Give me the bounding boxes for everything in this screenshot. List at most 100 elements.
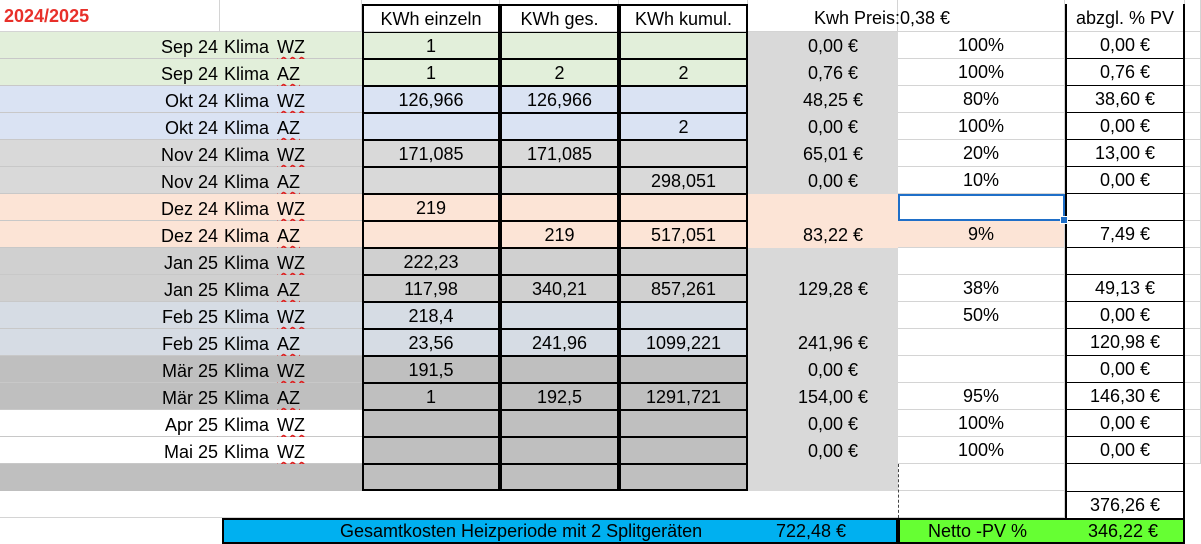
grid-cell[interactable]: [1185, 167, 1201, 194]
cell-abzgl-pv[interactable]: 0,00 €: [1065, 113, 1185, 140]
cell-kwh-ges[interactable]: [500, 302, 619, 329]
cell-kwh-einzeln[interactable]: 126,966: [362, 86, 500, 113]
grid-cell[interactable]: [1185, 356, 1201, 383]
cell-kwh-einzeln[interactable]: [362, 167, 500, 194]
cell-kwh-einzeln[interactable]: 219: [362, 194, 500, 221]
cell-kwh-einzeln[interactable]: [362, 410, 500, 437]
cell-kwh-ges[interactable]: 126,966: [500, 86, 619, 113]
cell-pv-percent[interactable]: 38%: [898, 275, 1065, 302]
cell-abzgl-pv[interactable]: [1065, 248, 1185, 275]
cell-pv-percent[interactable]: 95%: [898, 383, 1065, 410]
cell-pv-percent[interactable]: 100%: [898, 410, 1065, 437]
row-label[interactable]: [0, 464, 362, 491]
cell-kwh-kumul[interactable]: [619, 86, 748, 113]
cell-kwh-kumul[interactable]: [619, 140, 748, 167]
header-kwh-ges[interactable]: KWh ges.: [500, 4, 619, 32]
cell-kosten[interactable]: 0,00 €: [748, 356, 898, 383]
row-label[interactable]: Mai 25 Klima WZ: [0, 437, 362, 464]
header-kwh-einzeln[interactable]: KWh einzeln: [362, 4, 500, 32]
row-label[interactable]: Nov 24 Klima AZ: [0, 167, 362, 194]
grid-cell[interactable]: [748, 464, 898, 491]
cell-kosten[interactable]: 0,00 €: [748, 167, 898, 194]
header-kwh-preis-value[interactable]: 0,38 €: [900, 8, 951, 28]
grid-cell[interactable]: [1185, 113, 1201, 140]
cell-abzgl-pv[interactable]: 38,60 €: [1065, 86, 1185, 113]
cell-kwh-ges[interactable]: 219: [500, 221, 619, 248]
cell-abzgl-pv[interactable]: 120,98 €: [1065, 329, 1185, 356]
row-label[interactable]: Okt 24 Klima AZ: [0, 113, 362, 140]
cell-kosten[interactable]: 0,00 €: [748, 113, 898, 140]
cell-kwh-kumul[interactable]: [619, 302, 748, 329]
grid-cell[interactable]: [1185, 32, 1201, 59]
row-label[interactable]: Okt 24 Klima WZ: [0, 86, 362, 113]
grid-cell[interactable]: [362, 464, 500, 491]
cell-kwh-kumul[interactable]: 1291,721: [619, 383, 748, 410]
cell-pv-percent[interactable]: 100%: [898, 32, 1065, 59]
cell-kosten[interactable]: 241,96 €: [748, 329, 898, 356]
grid-cell[interactable]: [1065, 464, 1185, 491]
row-label[interactable]: Sep 24 Klima AZ: [0, 59, 362, 86]
cell-kwh-ges[interactable]: [500, 167, 619, 194]
cell-kosten[interactable]: [748, 194, 898, 221]
cell-pv-percent[interactable]: [898, 329, 1065, 356]
cell-abzgl-pv[interactable]: 0,00 €: [1065, 437, 1185, 464]
grid-cell[interactable]: [619, 464, 748, 491]
row-label[interactable]: Mär 25 Klima WZ: [0, 356, 362, 383]
cell-kwh-kumul[interactable]: 517,051: [619, 221, 748, 248]
cell-kwh-ges[interactable]: 171,085: [500, 140, 619, 167]
cell-kwh-einzeln[interactable]: 1: [362, 59, 500, 86]
cell-kwh-einzeln[interactable]: 191,5: [362, 356, 500, 383]
grid-cell[interactable]: [1185, 140, 1201, 167]
cell-abzgl-pv[interactable]: 0,00 €: [1065, 32, 1185, 59]
header-abzgl-pv[interactable]: abzgl. % PV: [1065, 4, 1185, 32]
season-title[interactable]: 2024/2025: [4, 6, 90, 26]
row-label[interactable]: Dez 24 Klima AZ: [0, 221, 362, 248]
cell-kwh-ges[interactable]: 340,21: [500, 275, 619, 302]
grid-cell[interactable]: [898, 464, 1065, 491]
cell-kwh-ges[interactable]: [500, 410, 619, 437]
cell-pv-percent[interactable]: 100%: [898, 113, 1065, 140]
cell-pv-percent[interactable]: 10%: [898, 167, 1065, 194]
cell-kwh-kumul[interactable]: [619, 248, 748, 275]
row-label[interactable]: Feb 25 Klima WZ: [0, 302, 362, 329]
cell-abzgl-pv[interactable]: 13,00 €: [1065, 140, 1185, 167]
cell-kosten[interactable]: 48,25 €: [748, 86, 898, 113]
cell-pv-percent[interactable]: 9%: [898, 221, 1065, 248]
cell-abzgl-pv[interactable]: 7,49 €: [1065, 221, 1185, 248]
row-label[interactable]: Jan 25 Klima WZ: [0, 248, 362, 275]
cell-kwh-einzeln[interactable]: 218,4: [362, 302, 500, 329]
grid-cell[interactable]: [1185, 383, 1201, 410]
cell-kosten[interactable]: 129,28 €: [748, 275, 898, 302]
selection-handle[interactable]: [1060, 216, 1068, 224]
row-label[interactable]: Mär 25 Klima AZ: [0, 383, 362, 410]
cell-kosten[interactable]: 0,00 €: [748, 410, 898, 437]
cell-kwh-einzeln[interactable]: [362, 221, 500, 248]
grid-cell[interactable]: [1185, 302, 1201, 329]
cell-kwh-kumul[interactable]: [619, 410, 748, 437]
cell-kwh-einzeln[interactable]: 1: [362, 32, 500, 59]
cell-kwh-kumul[interactable]: [619, 356, 748, 383]
cell-abzgl-pv[interactable]: 0,00 €: [1065, 167, 1185, 194]
grid-cell[interactable]: [1185, 437, 1201, 464]
cell-pv-percent[interactable]: [898, 248, 1065, 275]
grid-cell[interactable]: [1185, 59, 1201, 86]
cell-abzgl-pv[interactable]: [1065, 194, 1185, 221]
cell-abzgl-pv[interactable]: 0,76 €: [1065, 59, 1185, 86]
header-kwh-kumul[interactable]: KWh kumul.: [619, 4, 748, 32]
cell-abzgl-pv[interactable]: 146,30 €: [1065, 383, 1185, 410]
cell-pv-percent[interactable]: [898, 194, 1068, 224]
cell-kwh-ges[interactable]: [500, 248, 619, 275]
cell-kwh-einzeln[interactable]: 222,23: [362, 248, 500, 275]
grid-cell[interactable]: [1185, 248, 1201, 275]
cell-kwh-einzeln[interactable]: 171,085: [362, 140, 500, 167]
cell-kwh-kumul[interactable]: 2: [619, 113, 748, 140]
grid-cell[interactable]: [1185, 194, 1201, 221]
grid-cell[interactable]: [500, 464, 619, 491]
cell-abzgl-pv[interactable]: 0,00 €: [1065, 356, 1185, 383]
row-label[interactable]: Feb 25 Klima AZ: [0, 329, 362, 356]
cell-kwh-kumul[interactable]: [619, 32, 748, 59]
cell-kwh-einzeln[interactable]: 1: [362, 383, 500, 410]
cell-kosten[interactable]: [748, 248, 898, 275]
cell-kwh-kumul[interactable]: [619, 437, 748, 464]
cell-kwh-kumul[interactable]: 1099,221: [619, 329, 748, 356]
